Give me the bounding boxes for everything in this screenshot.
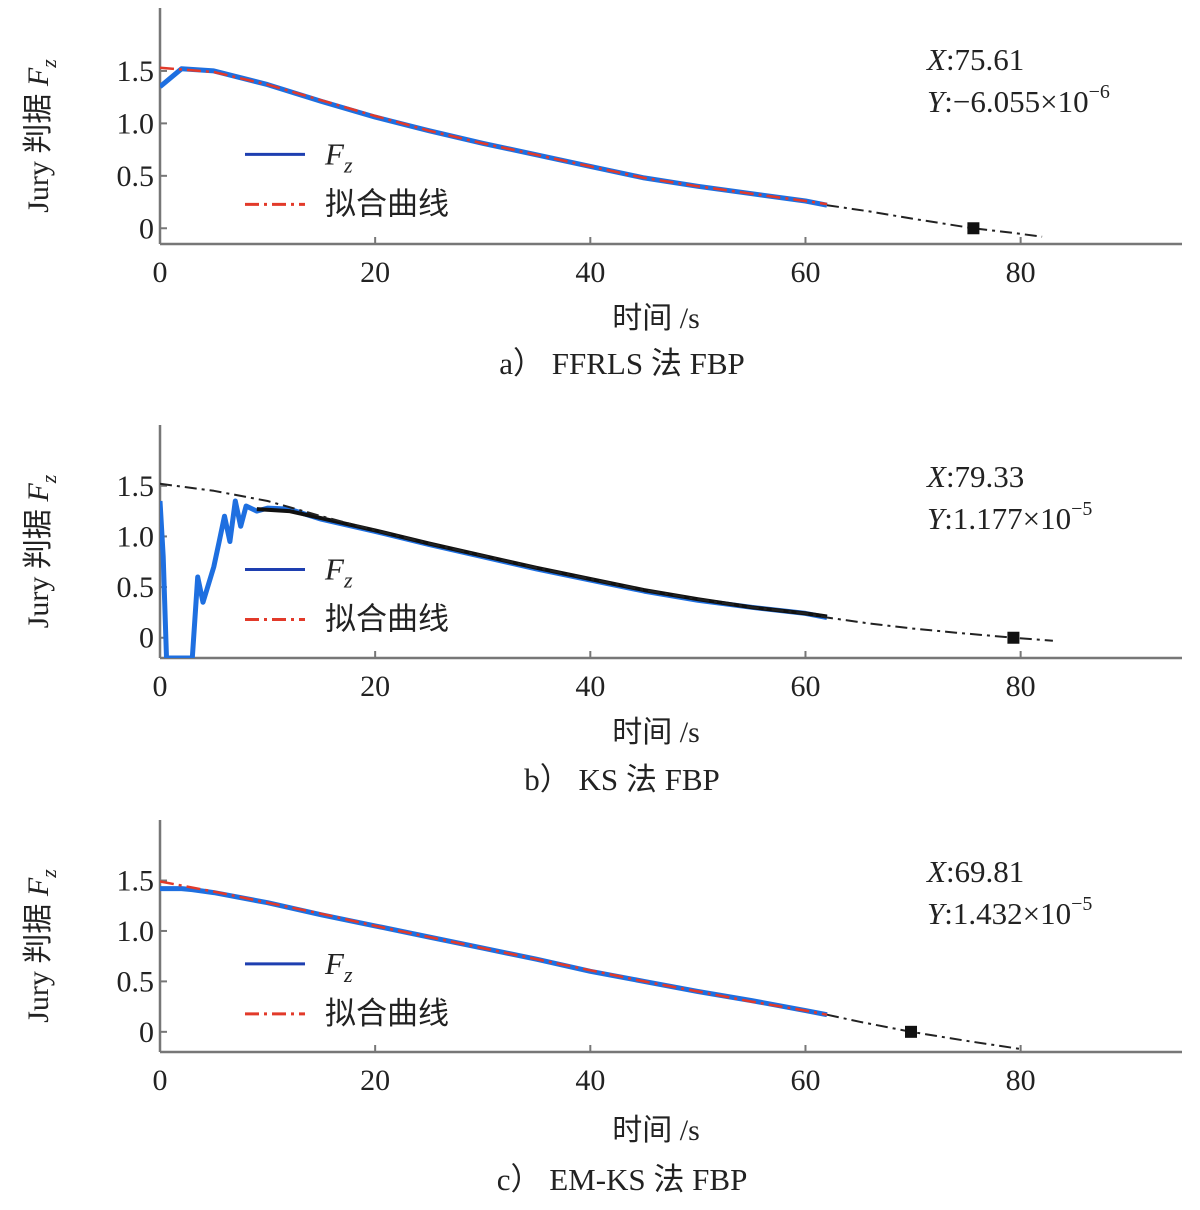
chart-panel-b: 0 20 40 60 80 0 0.5 1.0 1.5 时间 /s Jury 判据 Fz Fz 拟合曲线…	[22, 425, 1182, 797]
panel-caption: a） FFRLS 法 FBP	[499, 346, 745, 381]
legend: Fz 拟合曲线	[245, 946, 449, 1031]
y-tick-label: 0	[139, 212, 154, 245]
legend-label-fit: 拟合曲线	[325, 996, 449, 1031]
x-tick-label: 40	[575, 256, 605, 289]
x-tick-label: 0	[153, 1064, 168, 1097]
chart-panel-a: 0 20 40 60 80 0 0.5 1.0 1.5 时间 /s Jury 判据 Fz Fz 拟合曲线…	[22, 8, 1182, 381]
legend-label-measured: Fz	[324, 136, 353, 177]
plot-area	[160, 66, 1043, 238]
y-tick-label: 1.0	[117, 107, 155, 140]
y-tick-label: 0.5	[117, 160, 155, 193]
zero-crossing-annotation: X:75.61 Y:−6.055×10−6	[925, 42, 1110, 119]
zero-crossing-marker	[967, 222, 980, 235]
y-tick-label: 1.0	[117, 915, 155, 948]
x-axis-title: 时间 /s	[612, 1114, 700, 1147]
zero-crossing-marker	[1007, 631, 1020, 644]
y-tick-label: 1.5	[117, 865, 155, 898]
x-axis-title: 时间 /s	[612, 716, 700, 749]
y-axis-title: Jury 判据 Fz	[22, 869, 61, 1023]
x-tick-label: 20	[360, 670, 390, 703]
legend: Fz 拟合曲线	[245, 551, 449, 636]
y-tick-label: 1.5	[117, 55, 155, 88]
panel-caption: b） KS 法 FBP	[524, 762, 720, 797]
y-tick-label: 0	[139, 622, 154, 655]
legend: Fz 拟合曲线	[245, 136, 449, 221]
series-extrapolation	[826, 204, 1043, 238]
plot-area	[160, 880, 1021, 1050]
plot-area	[160, 482, 1053, 658]
x-tick-label: 20	[360, 256, 390, 289]
annotation-x: X:79.33	[925, 459, 1024, 494]
legend-label-fit: 拟合曲线	[325, 186, 449, 221]
x-tick-label: 80	[1006, 1064, 1036, 1097]
zero-crossing-marker	[905, 1025, 918, 1038]
x-tick-label: 20	[360, 1064, 390, 1097]
x-tick-label: 0	[153, 256, 168, 289]
series-fit	[160, 880, 828, 1016]
x-tick-label: 60	[790, 670, 820, 703]
series-fit	[160, 66, 828, 206]
y-tick-label: 0.5	[117, 965, 155, 998]
zero-crossing-annotation: X:79.33 Y:1.177×10−5	[925, 459, 1092, 536]
y-tick-label: 1.0	[117, 520, 155, 553]
legend-label-fit: 拟合曲线	[325, 601, 449, 636]
zero-crossing-annotation: X:69.81 Y:1.432×10−5	[925, 854, 1092, 931]
x-axis-title: 时间 /s	[612, 302, 700, 335]
x-tick-label: 80	[1006, 256, 1036, 289]
panel-caption: c） EM-KS 法 FBP	[497, 1162, 748, 1197]
legend-label-measured: Fz	[324, 946, 353, 987]
annotation-y: Y:1.177×10−5	[927, 498, 1092, 536]
legend-label-measured: Fz	[324, 551, 353, 592]
y-axis-title: Jury 判据 Fz	[22, 59, 61, 213]
x-tick-label: 60	[790, 1064, 820, 1097]
y-tick-label: 0	[139, 1016, 154, 1049]
annotation-x: X:69.81	[925, 854, 1024, 889]
x-tick-label: 80	[1006, 670, 1036, 703]
x-tick-label: 60	[790, 256, 820, 289]
x-tick-label: 40	[575, 1064, 605, 1097]
chart-panel-c: 0 20 40 60 80 0 0.5 1.0 1.5 时间 /s Jury 判据 Fz Fz 拟合曲线…	[22, 820, 1182, 1197]
series-extrapolation	[826, 1013, 1021, 1050]
annotation-y: Y:−6.055×10−6	[927, 81, 1110, 119]
x-tick-label: 0	[153, 670, 168, 703]
series-measured	[160, 498, 828, 658]
y-tick-label: 1.5	[117, 470, 155, 503]
y-axis-title: Jury 判据 Fz	[22, 474, 61, 628]
annotation-y: Y:1.432×10−5	[927, 893, 1092, 931]
y-tick-label: 0.5	[117, 571, 155, 604]
series-measured	[160, 66, 828, 208]
series-extrapolation	[160, 482, 1053, 642]
x-tick-label: 40	[575, 670, 605, 703]
annotation-x: X:75.61	[925, 42, 1024, 77]
